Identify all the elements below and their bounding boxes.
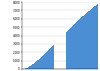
- Bar: [52, 46, 53, 69]
- Bar: [63, 35, 64, 69]
- Bar: [94, 6, 95, 69]
- Bar: [30, 66, 31, 69]
- Bar: [89, 11, 90, 69]
- Bar: [41, 57, 42, 69]
- Bar: [50, 48, 51, 69]
- Bar: [86, 13, 87, 69]
- Bar: [69, 29, 70, 69]
- Bar: [27, 68, 28, 69]
- Bar: [74, 24, 75, 69]
- Bar: [93, 7, 94, 69]
- Bar: [36, 61, 37, 69]
- Bar: [44, 54, 45, 69]
- Bar: [35, 62, 36, 69]
- Bar: [78, 20, 79, 69]
- Bar: [67, 31, 68, 69]
- Bar: [76, 22, 77, 69]
- Bar: [80, 18, 81, 69]
- Bar: [56, 42, 57, 69]
- Bar: [92, 8, 93, 69]
- Bar: [31, 65, 32, 69]
- Bar: [95, 6, 96, 69]
- Bar: [73, 25, 74, 69]
- Bar: [91, 9, 92, 69]
- Bar: [75, 23, 76, 69]
- Bar: [26, 68, 27, 69]
- Bar: [77, 21, 78, 69]
- Bar: [25, 68, 26, 69]
- Bar: [29, 67, 30, 69]
- Bar: [28, 67, 29, 69]
- Bar: [82, 16, 83, 69]
- Bar: [38, 60, 39, 69]
- Bar: [43, 55, 44, 69]
- Bar: [33, 64, 34, 69]
- Bar: [71, 27, 72, 69]
- Bar: [85, 14, 86, 69]
- Bar: [88, 11, 89, 69]
- Bar: [57, 40, 58, 69]
- Bar: [70, 28, 71, 69]
- Bar: [90, 10, 91, 69]
- Bar: [40, 58, 41, 69]
- Bar: [45, 53, 46, 69]
- Bar: [72, 26, 73, 69]
- Bar: [66, 32, 67, 69]
- Bar: [47, 51, 48, 69]
- Bar: [79, 19, 80, 69]
- Bar: [96, 5, 97, 69]
- Bar: [83, 16, 84, 69]
- Bar: [81, 17, 82, 69]
- Bar: [49, 49, 50, 69]
- Bar: [97, 4, 98, 69]
- Bar: [46, 52, 47, 69]
- Bar: [87, 12, 88, 69]
- Bar: [34, 63, 35, 69]
- Bar: [39, 59, 40, 69]
- Bar: [65, 33, 66, 69]
- Bar: [37, 60, 38, 69]
- Bar: [42, 56, 43, 69]
- Bar: [84, 15, 85, 69]
- Bar: [48, 50, 49, 69]
- Bar: [32, 64, 33, 69]
